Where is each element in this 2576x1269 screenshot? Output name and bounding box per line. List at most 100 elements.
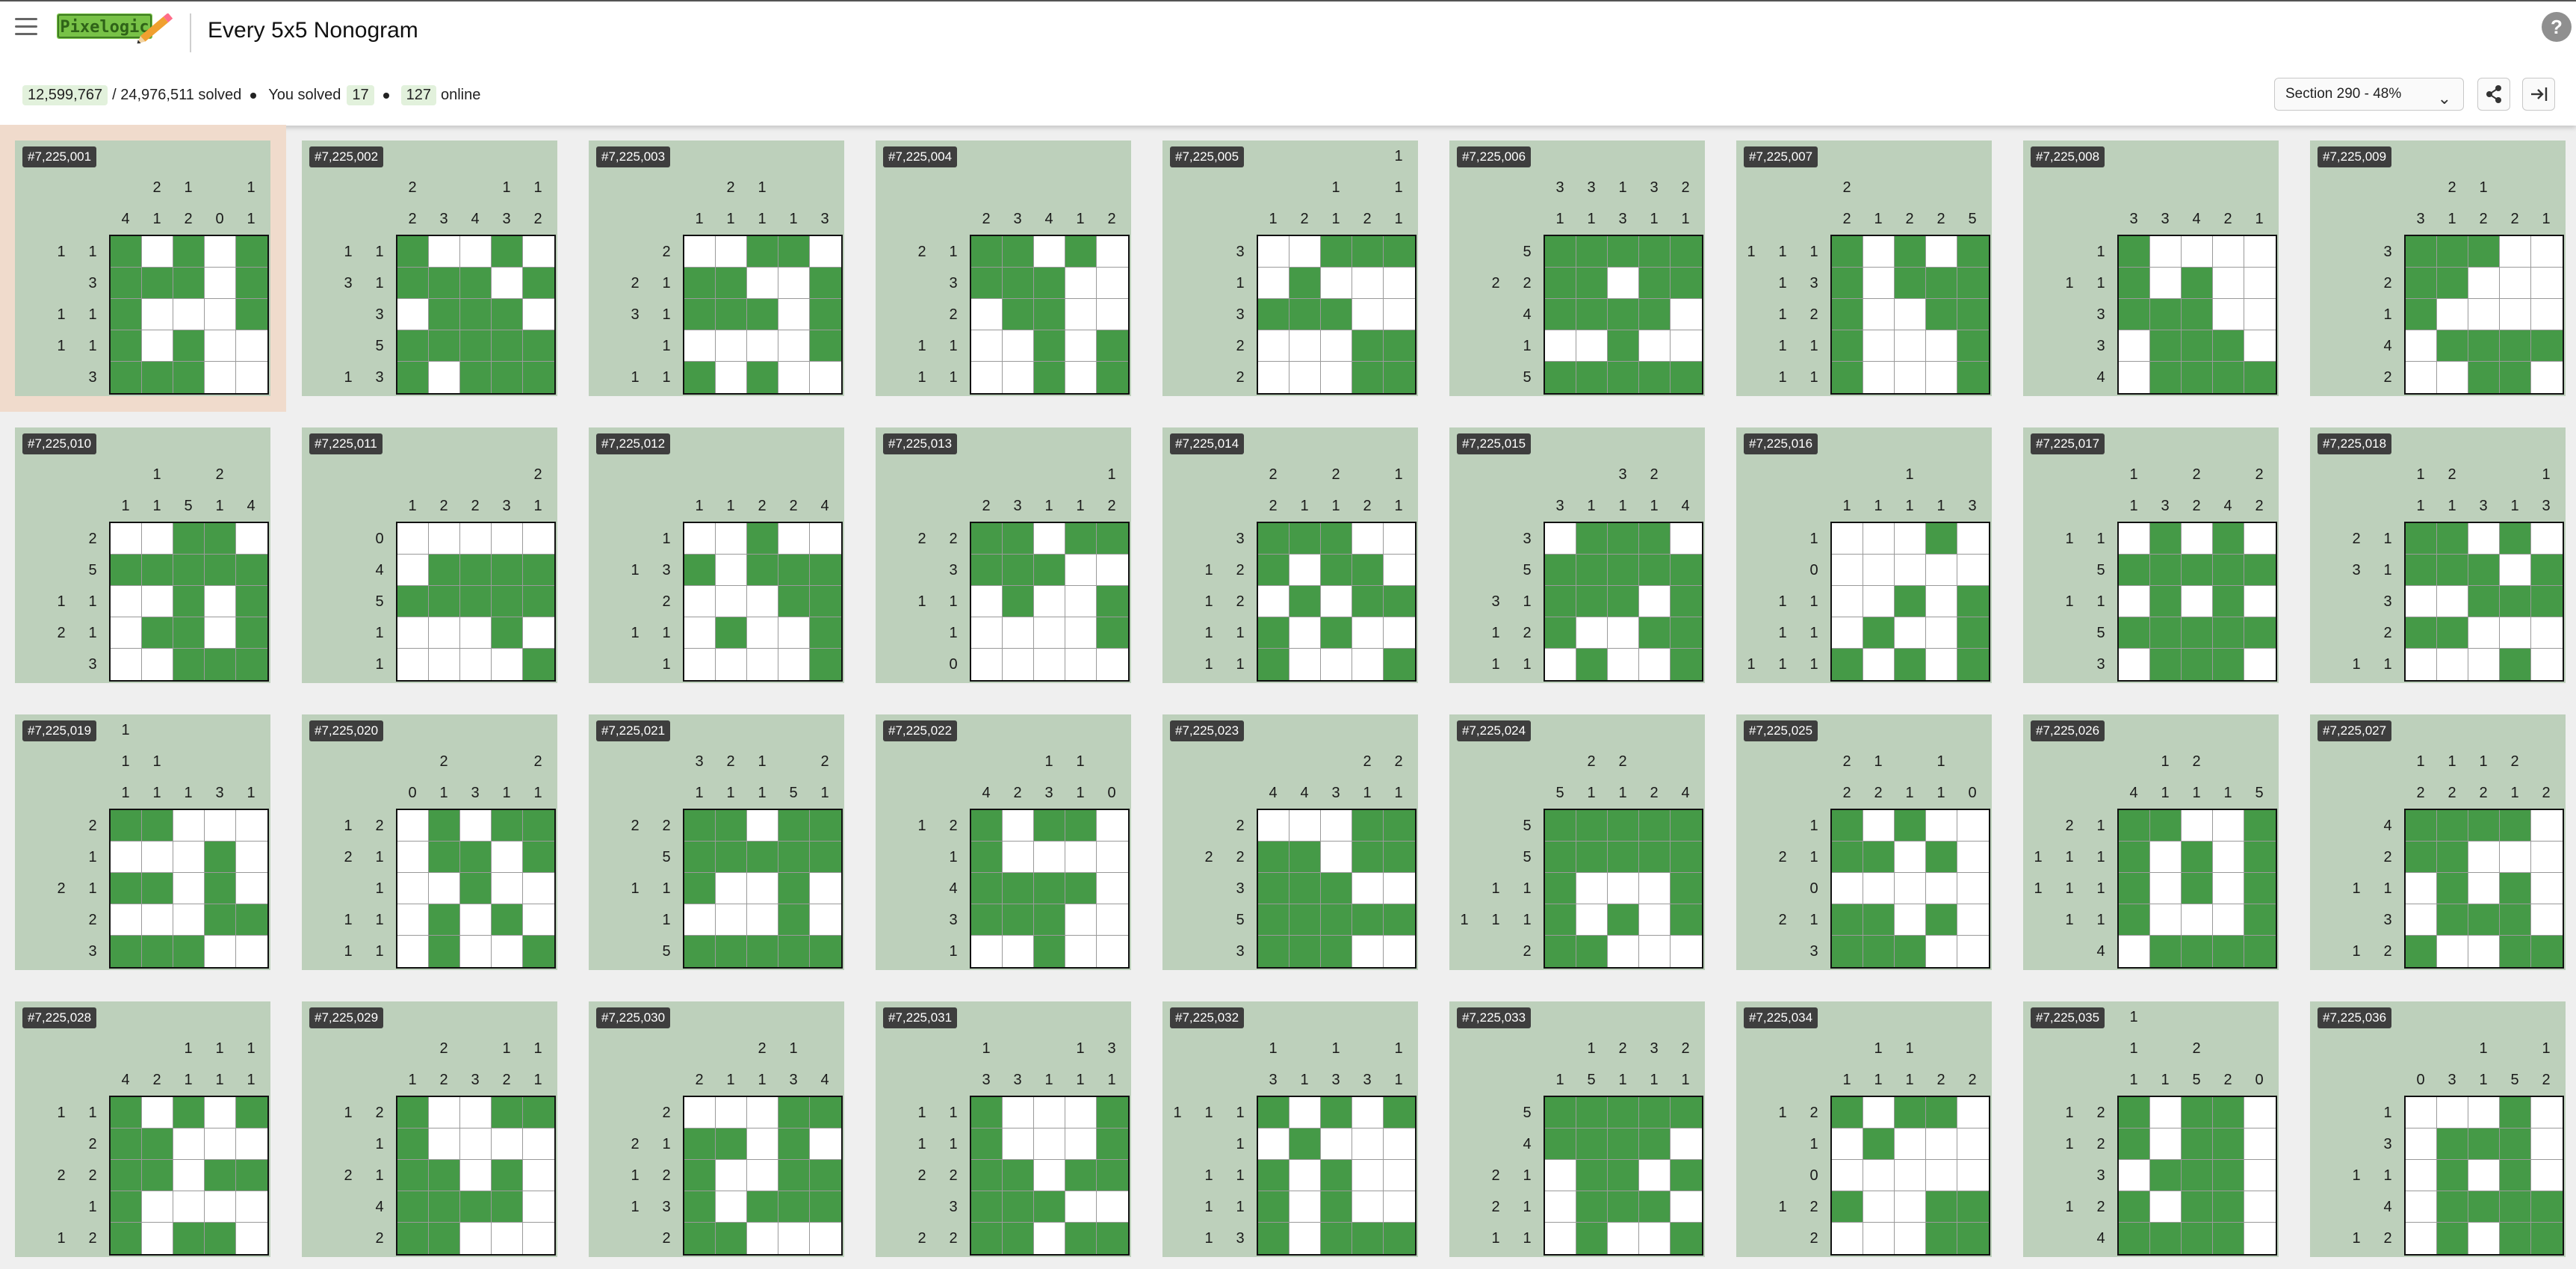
nonogram-grid[interactable]: [2117, 522, 2277, 682]
puzzle-card[interactable]: #7,225,004 2 3 4 1 2 2 1 3 2 1 1 1 1: [876, 141, 1131, 396]
puzzle-card[interactable]: #7,225,005 1 2 1 1 2 1 1 1 3 1 3 2 2: [1162, 141, 1418, 396]
nonogram-grid[interactable]: [683, 1096, 843, 1256]
nonogram-grid[interactable]: [2117, 1096, 2277, 1256]
puzzle-card[interactable]: #7,225,009 3 2 1 1 2 2 1 3 2 1 4 2: [2310, 141, 2566, 396]
filled-cell: [236, 904, 267, 936]
section-select[interactable]: Section 290 - 48% ⌄: [2274, 78, 2464, 111]
nonogram-grid[interactable]: [396, 1096, 556, 1256]
puzzle-card[interactable]: #7,225,010 1 1 1 5 2 1 4 2 5 1 1 2 1 3: [15, 427, 270, 683]
nonogram-grid[interactable]: [2404, 235, 2564, 395]
filled-cell: [1321, 936, 1352, 967]
filled-cell: [1576, 649, 1608, 680]
puzzle-card[interactable]: #7,225,017 1 1 3 2 2 4 2 2 1 1 5 1 1 5 3: [2023, 427, 2279, 683]
puzzle-card[interactable]: #7,225,018 1 1 2 1 3 1 1 3 2 1 3 1 3 2 1 1: [2310, 427, 2566, 683]
pixelogic-logo[interactable]: Pixelogic: [57, 13, 176, 57]
puzzle-card[interactable]: #7,225,015 3 1 3 1 2 1 4 3 5 3 1 1 2 1 1: [1449, 427, 1705, 683]
empty-cell: [1957, 523, 1989, 555]
puzzle-card[interactable]: #7,225,030 2 1 2 1 1 3 4 2 2 1 1 2 1 3 2: [589, 1001, 844, 1257]
nonogram-grid[interactable]: [683, 235, 843, 395]
filled-cell: [236, 1160, 267, 1191]
puzzle-card[interactable]: #7,225,003 1 2 1 1 1 1 3 2 2 1 3 1 1 1 1: [589, 141, 844, 396]
nonogram-grid[interactable]: [396, 809, 556, 969]
puzzle-card[interactable]: #7,225,029 1 2 2 3 1 2 1 1 1 2 1 2 1 4 2: [302, 1001, 557, 1257]
nonogram-grid[interactable]: [109, 809, 269, 969]
puzzle-id-badge: #7,225,036: [2318, 1007, 2392, 1028]
nonogram-grid[interactable]: [683, 522, 843, 682]
hamburger-menu-icon[interactable]: [15, 18, 39, 37]
nonogram-grid[interactable]: [396, 522, 556, 682]
puzzle-card[interactable]: #7,225,008 3 3 4 2 1 1 1 1 3 3 4: [2023, 141, 2279, 396]
puzzle-card[interactable]: #7,225,012 1 1 2 2 4 1 1 3 2 1 1 1: [589, 427, 844, 683]
nonogram-grid[interactable]: [1257, 1096, 1417, 1256]
help-icon[interactable]: ?: [2542, 12, 2572, 42]
nonogram-grid[interactable]: [109, 522, 269, 682]
puzzle-card[interactable]: #7,225,023 4 4 3 2 1 2 1 2 2 2 3 5 3: [1162, 714, 1418, 970]
empty-cell: [111, 904, 142, 936]
nonogram-grid[interactable]: [109, 1096, 269, 1256]
puzzle-card[interactable]: #7,225,027 1 2 1 2 1 2 2 1 2 4 2 1 1 3 1 2: [2310, 714, 2566, 970]
puzzle-card[interactable]: #7,225,026 4 1 1 2 1 1 5 2 1 1 1 1 1 1 1 1 1 4: [2023, 714, 2279, 970]
nonogram-grid[interactable]: [970, 809, 1130, 969]
nonogram-grid[interactable]: [970, 1096, 1130, 1256]
nonogram-grid[interactable]: [1544, 522, 1703, 682]
puzzle-card[interactable]: #7,225,007 2 2 1 2 2 5 1 1 1 1 3 1 2 1 1 1 1: [1736, 141, 1992, 396]
row-clue: 1: [1204, 1167, 1213, 1184]
empty-cell: [1863, 1191, 1895, 1223]
nonogram-grid[interactable]: [2117, 809, 2277, 969]
puzzle-card[interactable]: #7,225,011 1 2 2 3 2 1 0 4 5 1 1: [302, 427, 557, 683]
puzzle-card[interactable]: #7,225,006 3 1 3 1 1 3 3 1 2 1 5 2 2 4 1 5: [1449, 141, 1705, 396]
puzzle-card[interactable]: #7,225,033 1 1 5 2 1 3 1 2 1 5 4 2 1 2 1 1 1: [1449, 1001, 1705, 1257]
nonogram-grid[interactable]: [1544, 235, 1703, 395]
nonogram-grid[interactable]: [2404, 809, 2564, 969]
nonogram-grid[interactable]: [1830, 522, 1990, 682]
row-clue: 1: [2096, 912, 2105, 928]
nonogram-grid[interactable]: [1544, 1096, 1703, 1256]
puzzle-card[interactable]: #7,225,020 0 2 1 3 1 2 1 1 2 2 1 1 1 1 1 1: [302, 714, 557, 970]
column-clue: 2: [1618, 1040, 1627, 1057]
puzzle-card[interactable]: #7,225,034 1 1 1 1 1 2 2 1 2 1 0 1 2 2: [1736, 1001, 1992, 1257]
nonogram-grid[interactable]: [1257, 235, 1417, 395]
nonogram-grid[interactable]: [1830, 809, 1990, 969]
filled-cell: [492, 236, 523, 268]
nonogram-grid[interactable]: [1544, 809, 1703, 969]
nonogram-grid[interactable]: [2404, 522, 2564, 682]
nonogram-grid[interactable]: [1830, 235, 1990, 395]
empty-cell: [1065, 330, 1097, 362]
puzzle-card[interactable]: #7,225,013 2 3 1 1 1 2 2 2 3 1 1 1 0: [876, 427, 1131, 683]
row-clue: 5: [1523, 1105, 1532, 1121]
puzzle-card[interactable]: #7,225,025 2 2 1 2 1 1 1 0 1 2 1 0 2 1 3: [1736, 714, 1992, 970]
nonogram-grid[interactable]: [970, 235, 1130, 395]
nonogram-grid[interactable]: [396, 235, 556, 395]
puzzle-card[interactable]: #7,225,032 1 3 1 1 3 3 1 1 1 1 1 1 1 1 1 1 1 3: [1162, 1001, 1418, 1257]
empty-cell: [2500, 268, 2531, 299]
nonogram-grid[interactable]: [970, 522, 1130, 682]
column-clue: 2: [471, 498, 480, 514]
puzzle-card[interactable]: #7,225,002 2 2 3 4 1 3 1 2 1 1 3 1 3 5 1 3: [302, 141, 557, 396]
puzzle-card[interactable]: #7,225,014 2 2 1 2 1 2 1 1 3 1 2 1 2 1 1 1 1: [1162, 427, 1418, 683]
nonogram-grid[interactable]: [1257, 809, 1417, 969]
puzzle-card[interactable]: #7,225,024 5 2 1 2 1 2 4 5 5 1 1 1 1 1 2: [1449, 714, 1705, 970]
empty-cell: [2437, 299, 2468, 330]
share-button[interactable]: [2477, 78, 2510, 111]
puzzle-card[interactable]: #7,225,028 4 2 1 1 1 1 1 1 1 1 2 2 2 1 1 2: [15, 1001, 270, 1257]
row-clue: 1: [2383, 880, 2392, 897]
puzzle-card[interactable]: #7,225,001 4 2 1 1 2 0 1 1 1 1 3 1 1 1 1 3: [15, 141, 270, 396]
nonogram-grid[interactable]: [1257, 522, 1417, 682]
puzzle-card[interactable]: #7,225,021 3 1 2 1 1 1 5 2 1 2 2 5 1 1 1 5: [589, 714, 844, 970]
puzzle-card[interactable]: #7,225,016 1 1 1 1 1 3 1 0 1 1 1 1 1 1 1: [1736, 427, 1992, 683]
empty-cell: [1895, 555, 1926, 586]
nonogram-grid[interactable]: [109, 235, 269, 395]
puzzle-card[interactable]: #7,225,019 1 1 1 1 1 1 3 1 2 1 2 1 2 3: [15, 714, 270, 970]
nonogram-grid[interactable]: [1830, 1096, 1990, 1256]
puzzle-card[interactable]: #7,225,031 1 3 3 1 1 1 3 1 1 1 1 1 2 2 3 2 2: [876, 1001, 1131, 1257]
column-clue: 1: [533, 498, 542, 514]
nonogram-grid[interactable]: [2117, 235, 2277, 395]
nonogram-grid[interactable]: [683, 809, 843, 969]
puzzle-card[interactable]: #7,225,035 1 1 1 1 2 5 2 0 1 2 1 2 3 1 2 4: [2023, 1001, 2279, 1257]
filled-cell: [684, 1223, 716, 1254]
nonogram-grid[interactable]: [2404, 1096, 2564, 1256]
column-clue: 0: [408, 785, 417, 801]
exit-button[interactable]: [2522, 78, 2555, 111]
puzzle-card[interactable]: #7,225,036 0 3 1 1 5 1 2 1 3 1 1 4 1 2: [2310, 1001, 2566, 1257]
puzzle-card[interactable]: #7,225,022 4 2 1 3 1 1 0 1 2 1 4 3 1: [876, 714, 1131, 970]
